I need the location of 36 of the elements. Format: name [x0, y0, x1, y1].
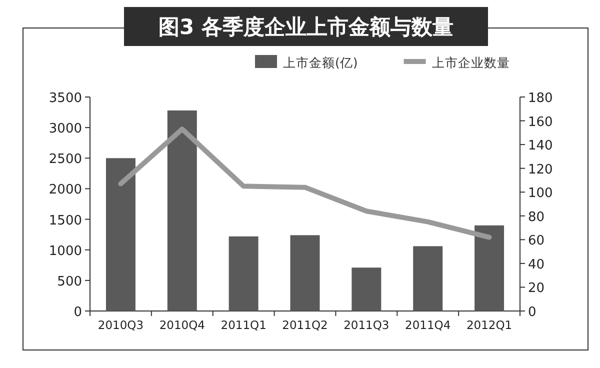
- y2-tick-label: 40: [528, 257, 545, 272]
- x-tick-label: 2011Q3: [344, 318, 390, 332]
- y-tick-label: 500: [57, 274, 82, 290]
- x-tick-label: 2010Q4: [159, 318, 205, 332]
- y-tick-label: 1000: [48, 244, 82, 259]
- bar: [352, 268, 382, 311]
- bar: [290, 235, 320, 311]
- chart-title: 图3 各季度企业上市金额与数量: [158, 15, 454, 39]
- title: 图3 各季度企业上市金额与数量: [124, 7, 488, 46]
- y2-tick-label: 160: [528, 114, 553, 130]
- y-tick-label: 0: [74, 305, 82, 320]
- bar: [413, 246, 443, 311]
- x-tick-label: 2010Q3: [98, 318, 144, 332]
- y2-tick-label: 180: [528, 91, 553, 106]
- y2-tick-label: 100: [528, 186, 553, 202]
- y2-tick-label: 120: [528, 162, 553, 178]
- x-tick-label: 2011Q4: [405, 318, 451, 332]
- bar: [474, 225, 504, 311]
- y2-tick-label: 140: [528, 138, 553, 154]
- x-tick-label: 2011Q2: [282, 318, 328, 332]
- y2-tick-label: 0: [528, 305, 536, 320]
- bar: [106, 158, 136, 311]
- legend-label: 上市金额(亿): [283, 55, 358, 70]
- y-tick-label: 2000: [48, 182, 82, 198]
- y-tick-label: 3000: [48, 122, 82, 137]
- y-tick-label: 1500: [48, 213, 82, 228]
- y-tick-label: 3500: [48, 91, 82, 106]
- bar: [167, 110, 197, 311]
- y2-tick-label: 80: [528, 210, 545, 225]
- bar: [228, 236, 258, 311]
- y2-tick-label: 20: [528, 281, 545, 296]
- x-tick-label: 2012Q1: [466, 318, 512, 332]
- y2-tick-label: 60: [528, 234, 545, 249]
- y-tick-label: 2500: [48, 152, 82, 168]
- legend-label: 上市企业数量: [432, 55, 510, 70]
- x-tick-label: 2011Q1: [220, 318, 266, 332]
